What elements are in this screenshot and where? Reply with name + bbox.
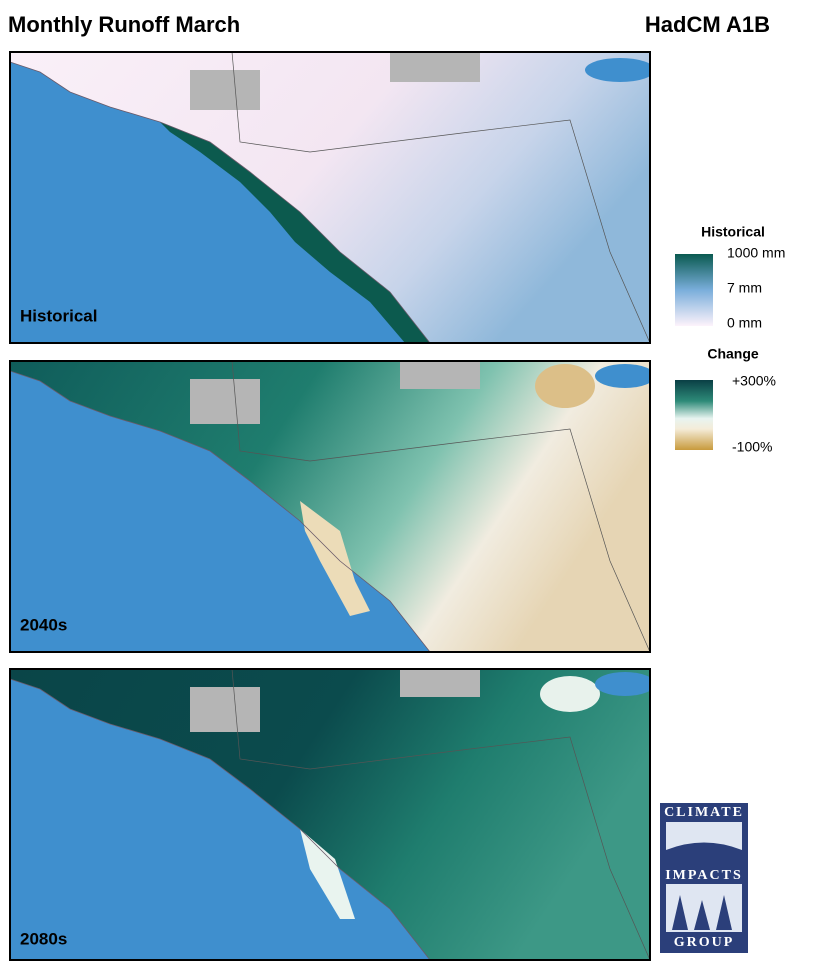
border xyxy=(231,361,650,652)
map xyxy=(10,52,650,343)
land xyxy=(10,52,650,343)
logo-base xyxy=(660,932,748,953)
legend-label: 1000 mm xyxy=(727,245,785,261)
legend-title: Change xyxy=(707,346,759,362)
land xyxy=(10,361,650,652)
colorbar xyxy=(675,254,713,326)
panel-2080s: 2080s xyxy=(9,668,651,961)
legend-label: 0 mm xyxy=(727,315,762,331)
legend-label: 7 mm xyxy=(727,280,762,296)
no-data xyxy=(400,669,480,697)
no-data xyxy=(190,70,260,110)
no-data xyxy=(190,379,260,424)
light-patch xyxy=(540,676,600,712)
no-data xyxy=(190,687,260,732)
logo-text: CLIMATE xyxy=(664,805,744,820)
panel-2040s: 2040s xyxy=(9,360,651,653)
legend-historical: Historical 1000 mm 7 mm 0 mm xyxy=(675,224,785,331)
title: Monthly Runoff March xyxy=(8,12,240,37)
lake xyxy=(595,364,650,388)
panel-label: 2040s xyxy=(20,615,67,634)
map xyxy=(10,669,650,960)
no-data xyxy=(400,361,480,389)
border xyxy=(231,52,650,343)
frame xyxy=(9,668,651,961)
colorbar xyxy=(675,380,713,450)
logo-hills xyxy=(666,842,742,870)
legend-title: Historical xyxy=(701,224,765,240)
lake xyxy=(595,672,650,696)
panel-label: 2080s xyxy=(20,929,67,948)
coastline xyxy=(10,678,431,960)
legend-label: +300% xyxy=(732,373,776,389)
decrease-patch xyxy=(300,501,370,616)
land xyxy=(10,669,650,960)
coastal-band xyxy=(160,122,430,343)
no-data xyxy=(390,52,480,82)
logo: CLIMATE IMPACTS GROUP xyxy=(660,803,748,953)
light-patch xyxy=(300,829,355,919)
model: HadCM A1B xyxy=(645,12,770,37)
border xyxy=(231,669,650,960)
legend-change: Change +300% -100% xyxy=(675,346,776,455)
frame xyxy=(9,51,651,344)
logo-band xyxy=(666,866,742,884)
logo-text: IMPACTS xyxy=(665,868,743,883)
map xyxy=(10,361,650,652)
legend-label: -100% xyxy=(732,439,772,455)
coastline xyxy=(10,370,431,652)
panel-historical: Historical xyxy=(9,51,651,344)
frame xyxy=(9,360,651,653)
logo-text: GROUP xyxy=(674,935,735,950)
panel-label: Historical xyxy=(20,306,97,325)
decrease-patch xyxy=(535,364,595,408)
coastline xyxy=(10,61,431,343)
lake xyxy=(585,58,650,82)
logo-trees xyxy=(672,895,732,930)
